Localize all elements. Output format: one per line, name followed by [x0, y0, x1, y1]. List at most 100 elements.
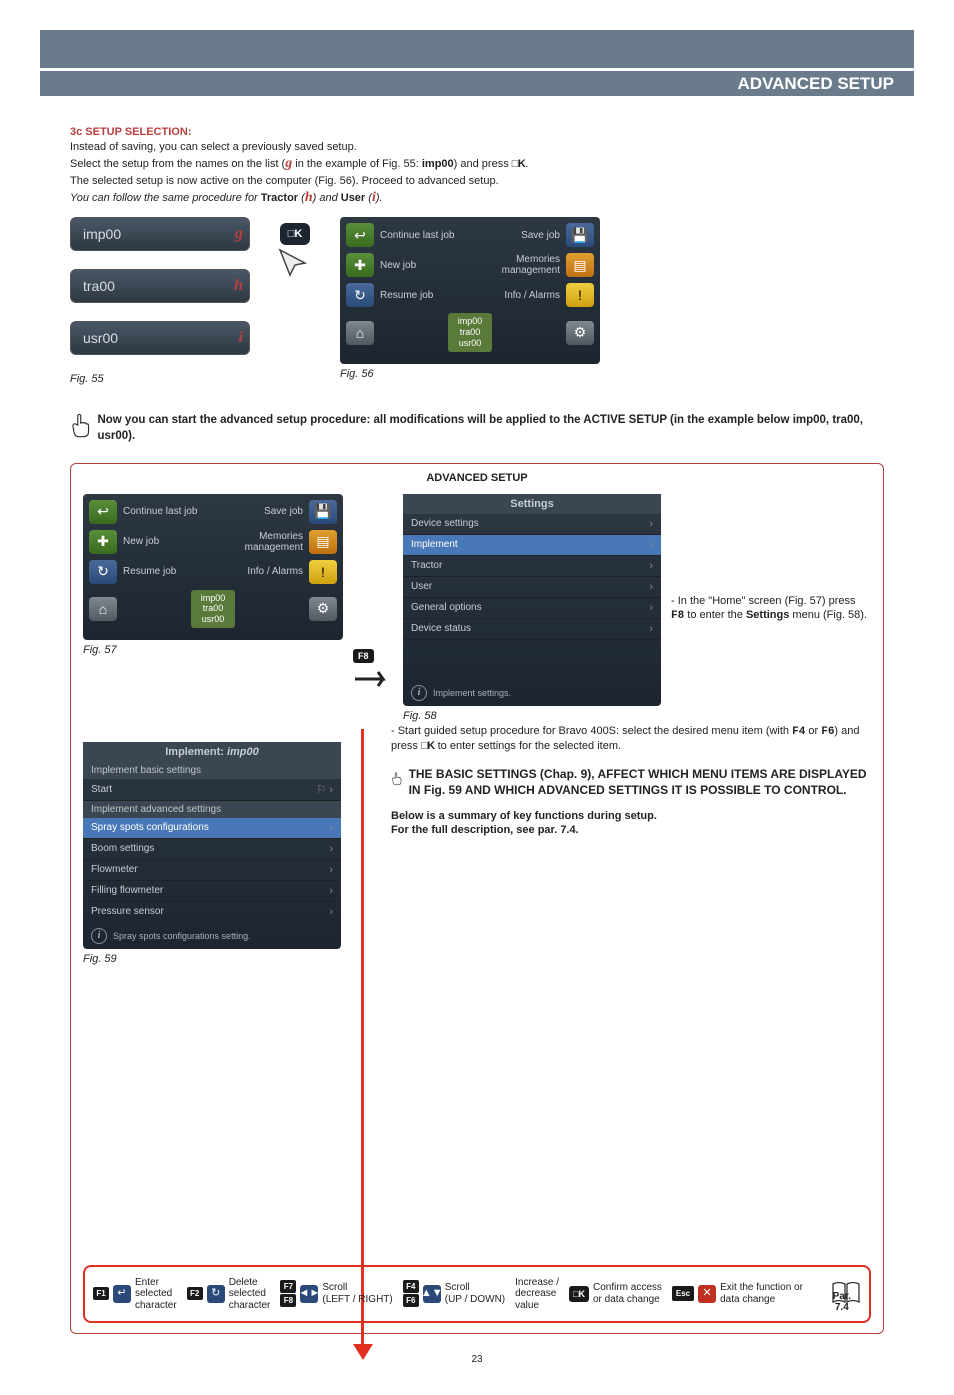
menu-label: Resume job	[123, 566, 176, 577]
chevron-icon: ›	[329, 843, 333, 855]
menu-list-row: Implement›	[403, 535, 661, 556]
status-line: imp00	[201, 593, 226, 604]
par-ref: Par. 7.4	[833, 1291, 851, 1313]
text: - In the "Home" screen (Fig. 57) press	[671, 595, 856, 607]
gear-icon: ⚙	[309, 597, 337, 621]
menu-label: Memories management	[245, 531, 303, 553]
key-function-text: Scroll (UP / DOWN)	[445, 1282, 505, 1305]
key-function-text: Scroll (LEFT / RIGHT)	[322, 1282, 392, 1305]
text: You can follow the same procedure for	[70, 192, 261, 204]
guide-text-block: - Start guided setup procedure for Bravo…	[391, 724, 881, 839]
menu-list-row: General options ›	[403, 598, 661, 619]
menu-label: Continue last job	[123, 506, 198, 517]
page-number: 23	[40, 1354, 914, 1365]
key-function-text: Enter selected character	[135, 1277, 177, 1312]
status-line: usr00	[201, 614, 226, 625]
menu-row: ↻Resume jobInfo / Alarms!	[89, 560, 337, 584]
text: Select the setup from the names on the l…	[70, 158, 285, 170]
cursor-indicator: □K	[265, 217, 325, 385]
fig56-caption: Fig. 56	[340, 368, 600, 380]
menu-icon: !	[309, 560, 337, 584]
menu-icon: ↩	[346, 223, 374, 247]
menu-row: ↻Resume jobInfo / Alarms!	[346, 283, 594, 307]
menu-list-row: Boom settings›	[83, 839, 341, 860]
key-label: F2	[187, 1287, 203, 1300]
text: - Start guided setup procedure for Bravo…	[391, 725, 792, 737]
key-function-item: F1↵Enter selected character	[93, 1277, 177, 1312]
advanced-setup-title: ADVANCED SETUP	[71, 464, 883, 494]
esc-key: Esc	[672, 1286, 694, 1301]
key-function-text: Delete selected character	[229, 1277, 271, 1312]
menu-row: ✚New job Memories management▤	[346, 253, 594, 277]
menu-button: ✚New job	[346, 253, 416, 277]
setup-tab: imp00g	[70, 217, 250, 251]
chevron-icon: ›	[649, 602, 653, 614]
fig59-caption: Fig. 59	[83, 953, 883, 965]
menu-label: New job	[380, 260, 416, 271]
fig58-screen: Settings Device settings›Implement›Tract…	[403, 494, 661, 706]
fig58-caption: Fig. 58	[403, 710, 661, 722]
header-bar	[40, 30, 914, 68]
chevron-icon: ›	[329, 906, 333, 918]
menu-list-label: Flowmeter	[91, 864, 138, 875]
key-function-text: Increase / decrease value	[515, 1277, 559, 1312]
key-function-item: Increase / decrease value	[515, 1277, 559, 1312]
menu-row: ✚New jobMemories management▤	[89, 530, 337, 554]
menu-list-row: Flowmeter›	[83, 860, 341, 881]
advanced-setup-box: ADVANCED SETUP ↩Continue last jobSave jo…	[70, 463, 884, 1335]
chevron-icon: ›	[329, 885, 333, 897]
setup-tab: tra00h	[70, 269, 250, 303]
menu-list-label: Tractor	[411, 560, 442, 571]
key-function-item: F4F6▲▼Scroll (UP / DOWN)	[403, 1280, 505, 1307]
guide-bold-2: Below is a summary of key functions duri…	[391, 809, 881, 824]
menu-button: Memories management ▤	[245, 530, 337, 554]
text: to enter settings for the selected item.	[435, 740, 621, 752]
menu-icon: ▤	[566, 253, 594, 277]
menu-button: Save job💾	[521, 223, 594, 247]
menu-label: Continue last job	[380, 230, 455, 241]
text: ) and press	[454, 158, 512, 170]
key-icon: ✕	[698, 1285, 716, 1303]
setup-tab: usr00i	[70, 321, 250, 355]
status-line: tra00	[201, 603, 226, 614]
ok-key: □K	[569, 1286, 589, 1302]
fig56-column: ↩ Continue last job Save job💾 ✚New job Memor…	[340, 217, 600, 385]
key-label: F7	[280, 1280, 296, 1293]
home-icon: ⌂	[89, 597, 117, 621]
menu-button: Memories management▤	[502, 253, 594, 277]
fig59-info-bar: i Spray spots configurations setting.	[83, 923, 341, 949]
setup-tab-label: usr00	[83, 330, 118, 346]
fig56-gear-icon: ⚙	[566, 313, 594, 351]
fig58-header: Settings	[403, 494, 661, 514]
menu-icon: ▤	[309, 530, 337, 554]
menu-list-label: General options	[411, 602, 482, 613]
text: or	[805, 725, 821, 737]
menu-row: ↩Continue last jobSave job💾	[89, 500, 337, 524]
text-imp00: imp00	[422, 158, 454, 170]
main-note-row: Now you can start the advanced setup pro…	[70, 413, 884, 444]
f8-key-label: F8	[353, 649, 374, 663]
chevron-icon: ›	[329, 822, 333, 834]
red-arrow-head	[353, 1344, 373, 1360]
status-line: imp00	[458, 316, 483, 327]
menu-row: ↩ Continue last job Save job💾	[346, 223, 594, 247]
menu-list-label: Device settings	[411, 518, 479, 529]
ref-letter-h: h	[305, 190, 313, 205]
fig59-section1: Implement basic settings	[83, 762, 341, 779]
fig56-home-icon: ⌂	[346, 313, 374, 351]
gear-icon: ⚙	[566, 321, 594, 345]
menu-icon: ↩	[89, 500, 117, 524]
menu-list-row: Pressure sensor›	[83, 902, 341, 923]
text-user: User	[341, 192, 365, 204]
menu-button: ↩ Continue last job	[89, 500, 198, 524]
text: in the example of Fig. 55:	[292, 158, 422, 170]
chevron-icon: ›	[649, 623, 653, 635]
menu-list-row: Device settings›	[403, 514, 661, 535]
header-title: ADVANCED SETUP	[40, 71, 914, 96]
menu-label: Info / Alarms	[504, 290, 560, 301]
fig59-section2: Implement advanced settings	[83, 801, 341, 818]
arrow-icon	[353, 664, 393, 694]
menu-list-row: Device status›	[403, 619, 661, 640]
hand-icon	[391, 766, 403, 792]
section-3c-heading: 3c SETUP SELECTION:	[70, 126, 884, 138]
